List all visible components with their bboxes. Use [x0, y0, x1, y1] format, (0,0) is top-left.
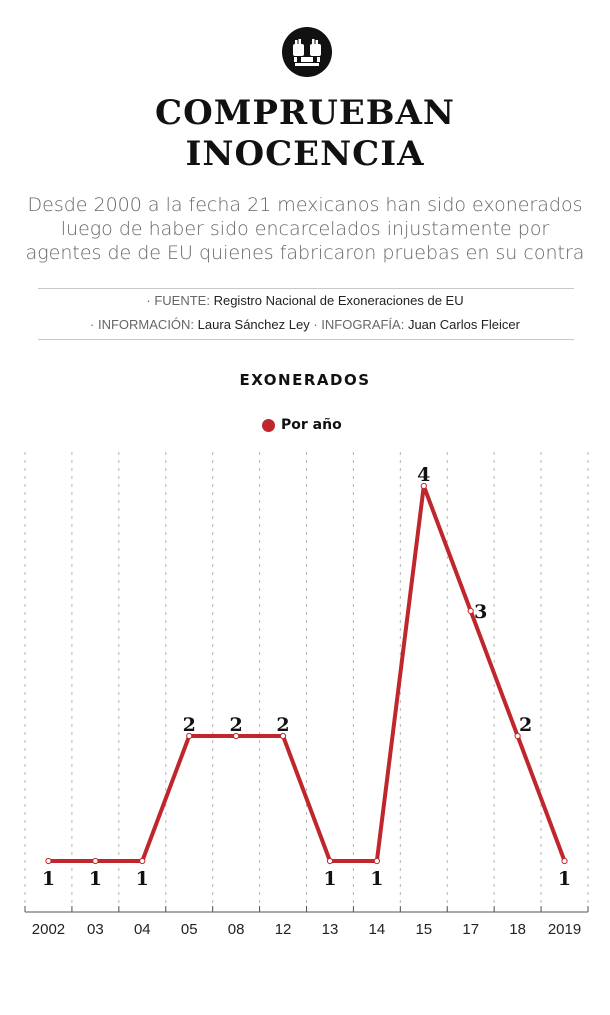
raised-fists-icon — [282, 27, 332, 77]
data-point — [45, 857, 52, 865]
x-tick-label: 2002 — [32, 921, 65, 938]
data-label: 1 — [89, 868, 102, 890]
x-tick-label: 08 — [228, 921, 245, 938]
data-point — [373, 857, 380, 865]
x-tick-label: 14 — [369, 921, 386, 938]
data-point — [139, 857, 146, 865]
x-tick-label: 04 — [134, 921, 151, 938]
dek-line-1: Desde 2000 a la fecha 21 mexicanos han s… — [27, 194, 583, 216]
data-label: 2 — [230, 714, 243, 736]
dek: Desde 2000 a la fecha 21 mexicanos han s… — [20, 193, 590, 265]
data-point — [420, 482, 427, 490]
legend-label: Por año — [281, 417, 342, 433]
data-point — [514, 732, 521, 740]
info-value: Laura Sánchez Ley — [197, 317, 310, 332]
x-tick-label: 12 — [275, 921, 292, 938]
x-tick-label: 15 — [415, 921, 432, 938]
data-label: 2 — [276, 714, 289, 736]
data-label: 2 — [519, 714, 532, 736]
headline-line-2: INOCENCIA — [185, 134, 425, 174]
source-credit: · FUENTE: Registro Nacional de Exoneraci… — [0, 293, 610, 308]
data-label: 1 — [136, 868, 149, 890]
data-point — [561, 857, 568, 865]
x-tick-label: 18 — [509, 921, 526, 938]
x-tick-label: 03 — [87, 921, 104, 938]
data-label: 4 — [417, 464, 430, 486]
source-key: · FUENTE: — [146, 293, 210, 308]
divider-top — [38, 288, 574, 289]
chart-title: EXONERADOS — [239, 371, 371, 389]
data-point — [467, 607, 474, 615]
data-point — [326, 857, 334, 865]
data-point — [92, 857, 99, 865]
info-key: · INFORMACIÓN: — [90, 317, 195, 332]
x-tick-label: 13 — [322, 921, 339, 938]
graphic-value: Juan Carlos Fleicer — [407, 317, 520, 332]
dek-line-3: agentes de de EU quienes fabricaron prue… — [25, 242, 585, 264]
divider-bottom — [38, 339, 574, 340]
series-line — [46, 484, 567, 863]
chart-legend: Por año — [262, 417, 342, 433]
source-value: Registro Nacional de Exoneraciones de EU — [213, 293, 464, 308]
x-tick-label: 17 — [462, 921, 479, 938]
data-label: 2 — [183, 714, 196, 736]
dek-line-2: luego de haber sido encarcelados injusta… — [60, 218, 550, 240]
legend-swatch — [262, 418, 275, 432]
x-tick-label: 2019 — [548, 921, 581, 938]
data-label: 3 — [474, 601, 487, 623]
headline-line-1: COMPRUEBAN — [155, 93, 455, 133]
data-label: 1 — [42, 868, 55, 890]
data-label: 1 — [323, 868, 336, 890]
x-tick-label: 05 — [181, 921, 198, 938]
author-credit: · INFORMACIÓN: Laura Sánchez Ley · INFOG… — [0, 317, 610, 332]
data-point — [186, 732, 193, 740]
data-label: 1 — [558, 868, 571, 890]
data-point — [279, 732, 287, 740]
data-point — [233, 732, 240, 740]
data-label: 1 — [370, 868, 383, 890]
graphic-key: · INFOGRAFÍA: — [313, 317, 405, 332]
